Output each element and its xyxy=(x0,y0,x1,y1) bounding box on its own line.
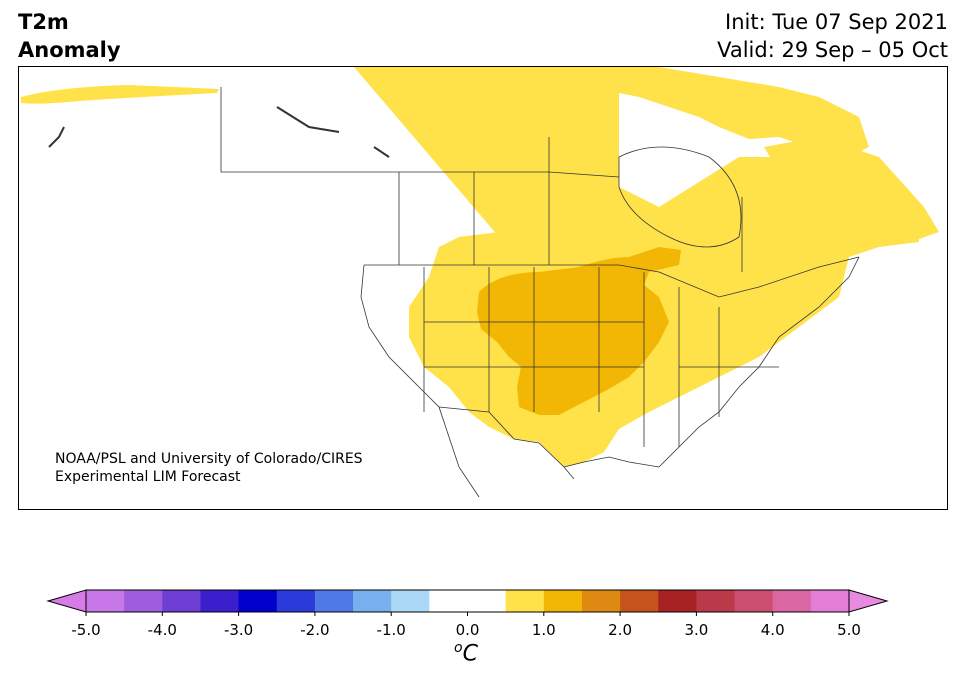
colorbar-tick-label: -1.0 xyxy=(376,621,406,639)
state-lines xyxy=(423,267,779,447)
arctic-rivers xyxy=(48,106,390,158)
colorbar-extension-high xyxy=(848,589,889,613)
colorbar-tick-label: -4.0 xyxy=(147,621,177,639)
hudson-bay-coast xyxy=(618,146,742,248)
colorbar-cell xyxy=(162,590,201,612)
colorbar xyxy=(46,589,889,616)
colorbar-cell xyxy=(734,590,774,612)
colorbar-cell xyxy=(543,590,583,612)
colorbar-tick-label: 2.0 xyxy=(608,621,633,639)
colorbar-cell xyxy=(124,590,163,612)
colorbar-cell xyxy=(772,590,812,612)
anomaly-level-dark xyxy=(477,247,681,415)
colorbar-cell xyxy=(467,590,507,612)
colorbar-cell xyxy=(200,590,240,612)
gulf-coastline xyxy=(563,456,660,468)
map-title: T2m Anomaly xyxy=(18,8,121,64)
plains-anomaly-core xyxy=(477,247,681,415)
colorbar-cell xyxy=(86,590,125,612)
colorbar-tick-marks xyxy=(85,612,850,616)
province-lines xyxy=(220,87,743,272)
colorbar-cell xyxy=(581,590,621,612)
yukon-river xyxy=(48,126,65,148)
colorbar-cell xyxy=(696,590,736,612)
colorbar-cell xyxy=(276,590,316,612)
colorbar-tick-label: -5.0 xyxy=(71,621,101,639)
anomaly-map xyxy=(21,67,939,498)
colorbar-cell xyxy=(658,590,697,612)
title-variable: T2m xyxy=(18,10,69,34)
colorbar-cell xyxy=(810,590,850,612)
alaska-north-anomaly xyxy=(21,85,219,104)
colorbar-cell xyxy=(238,590,278,612)
credit-line-1: NOAA/PSL and University of Colorado/CIRE… xyxy=(55,451,363,467)
mackenzie-river xyxy=(276,106,340,133)
credit-text: NOAA/PSL and University of Colorado/CIRE… xyxy=(55,450,363,486)
colorbar-tick-label: 0.0 xyxy=(455,621,480,639)
colorbar-tick-labels: -5.0 -4.0 -3.0 -2.0 -1.0 0.0 1.0 2.0 3.0 4.0 5.0 xyxy=(0,621,959,641)
colorbar-cell xyxy=(505,590,545,612)
valid-range: Valid: 29 Sep – 05 Oct xyxy=(717,38,948,62)
us-canada-border xyxy=(364,256,860,298)
unit-degree: o xyxy=(454,640,463,656)
colorbar-tick-label: -3.0 xyxy=(223,621,254,639)
init-date: Init: Tue 07 Sep 2021 xyxy=(725,10,948,34)
colorbar-cell xyxy=(620,590,659,612)
pacific-coastline xyxy=(360,264,480,498)
quebec-labrador-anomaly xyxy=(764,137,939,239)
colorbar-cell xyxy=(353,590,392,612)
geographic-boundaries xyxy=(220,87,860,498)
canada-arctic-anomaly xyxy=(354,67,869,237)
colorbar-tick-label: 4.0 xyxy=(760,621,785,639)
colorbar-cell xyxy=(314,590,354,612)
us-mexico-border xyxy=(438,406,575,480)
colorbar-cell xyxy=(429,590,468,612)
colorbar-tick-label: 3.0 xyxy=(684,621,709,639)
colorbar-tick-label: -2.0 xyxy=(300,621,330,639)
colorbar-cells xyxy=(86,590,850,612)
great-slave-river xyxy=(373,146,390,158)
credit-line-2: Experimental LIM Forecast xyxy=(55,469,241,485)
colorbar-tick-label: 5.0 xyxy=(837,621,861,639)
colorbar-unit: oC xyxy=(454,640,478,666)
colorbar-tick-label: 1.0 xyxy=(531,621,556,639)
atlantic-coastline xyxy=(658,256,860,468)
title-anomaly: Anomaly xyxy=(18,38,121,62)
anomaly-level-light xyxy=(21,67,939,467)
colorbar-extension-low xyxy=(46,589,87,613)
unit-letter: C xyxy=(462,641,478,667)
forecast-dates: Init: Tue 07 Sep 2021 Valid: 29 Sep – 05… xyxy=(717,8,948,64)
colorbar-cell xyxy=(391,590,430,612)
map-panel: NOAA/PSL and University of Colorado/CIRE… xyxy=(18,66,948,510)
